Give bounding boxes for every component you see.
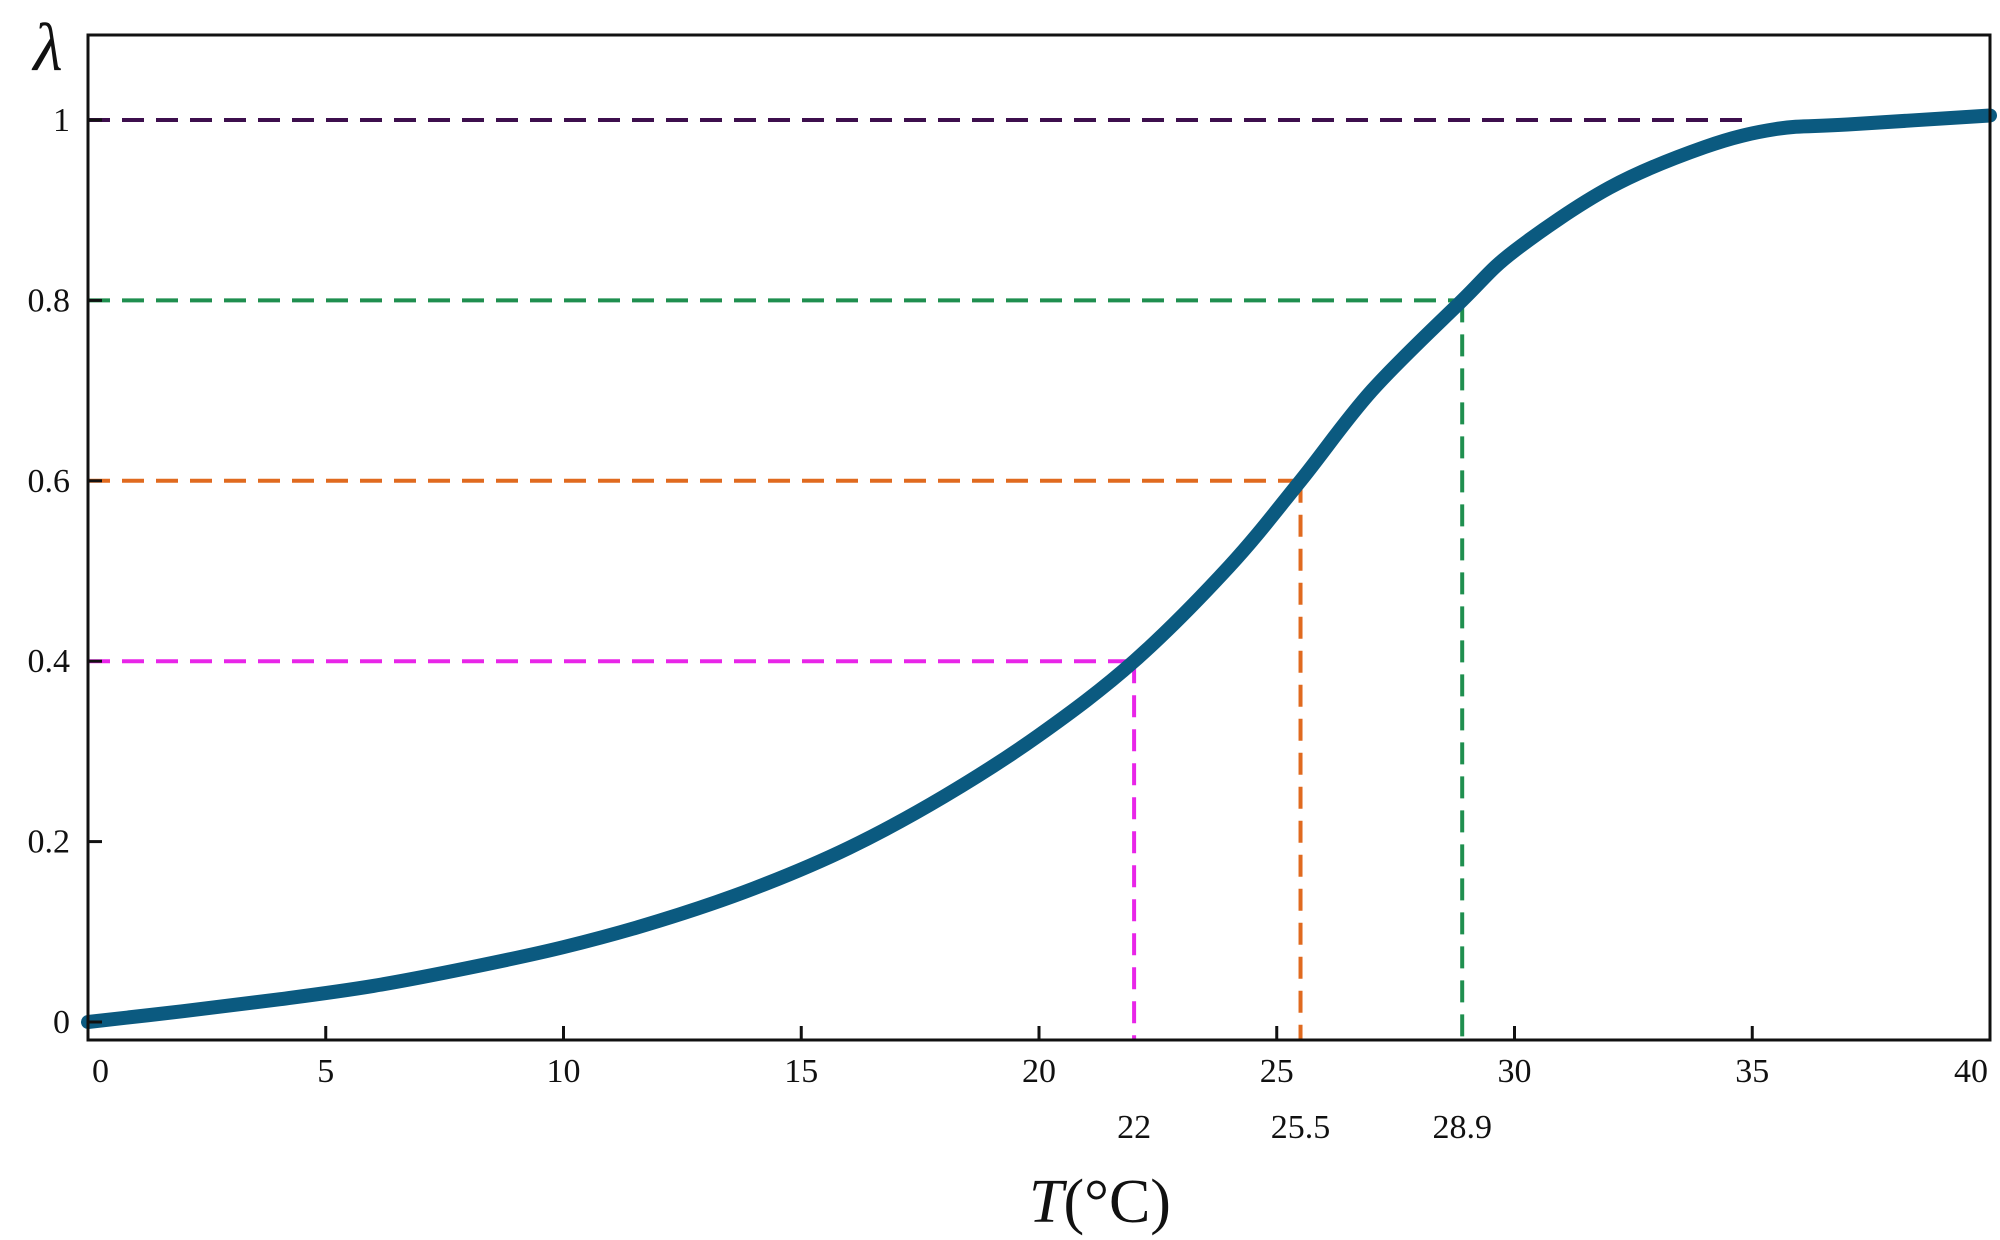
x-tick-label-7: 35 xyxy=(1735,1053,1769,1090)
annotation-label-2: 28.9 xyxy=(1432,1109,1492,1146)
tick-labels: 0 5 10 15 20 25 30 35 40 0 0.2 0.4 0.6 0.8 1 22 25.5 28.9 xyxy=(28,102,1989,1146)
annotation-label-1: 25.5 xyxy=(1271,1109,1331,1146)
x-axis-label-symbol: T xyxy=(1029,1168,1068,1236)
x-tick-label-4: 20 xyxy=(1022,1053,1056,1090)
x-tick-label-8: 40 xyxy=(1954,1053,1988,1090)
y-tick-label-0: 0 xyxy=(53,1004,70,1041)
y-tick-label-2: 0.4 xyxy=(28,643,71,680)
x-tick-label-3: 15 xyxy=(784,1053,818,1090)
reference-lines xyxy=(88,118,1753,1040)
annotation-label-0: 22 xyxy=(1117,1109,1151,1146)
x-axis-label-unit: (°C) xyxy=(1064,1168,1171,1236)
y-axis-label: λ xyxy=(31,9,62,85)
plot-frame xyxy=(86,33,1992,1042)
x-tick-label-6: 30 xyxy=(1498,1053,1532,1090)
x-tick-label-0: 0 xyxy=(92,1053,109,1090)
y-tick-label-1: 0.2 xyxy=(28,824,71,861)
x-axis-label: T(°C) xyxy=(1029,1168,1171,1236)
x-tick-label-1: 5 xyxy=(317,1053,334,1090)
y-tick-label-4: 0.8 xyxy=(28,282,71,319)
y-tick-label-3: 0.6 xyxy=(28,463,71,500)
curve-layer xyxy=(81,108,1997,1029)
series-line-lambda xyxy=(81,108,1997,1029)
x-tick-label-5: 25 xyxy=(1260,1053,1294,1090)
x-tick-label-2: 10 xyxy=(547,1053,581,1090)
ticks xyxy=(86,118,1992,1040)
y-tick-label-5: 1 xyxy=(53,102,70,139)
